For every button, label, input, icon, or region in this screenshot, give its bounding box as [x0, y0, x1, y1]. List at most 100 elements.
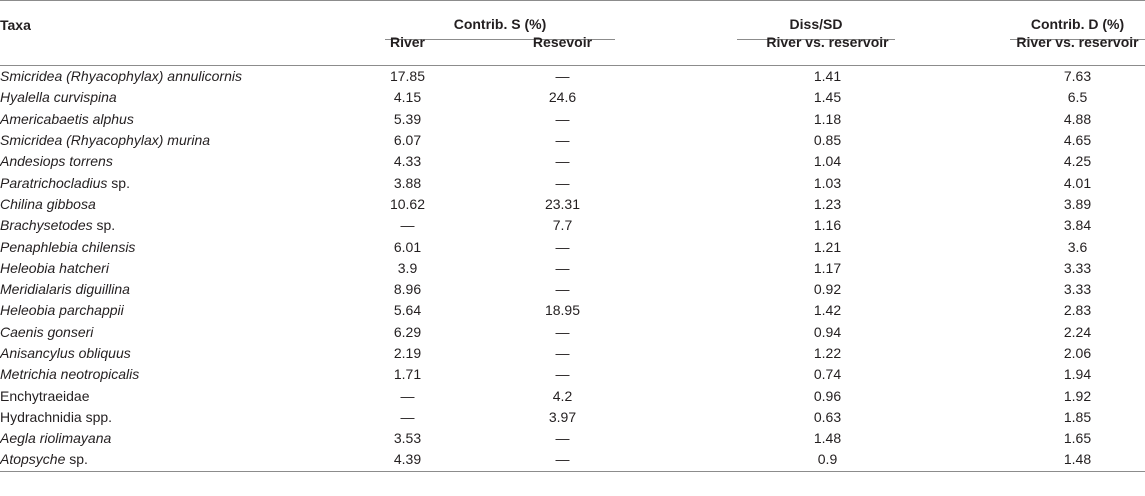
- taxa-contribution-table: Taxa Contrib. S (%) Diss/SD Contrib. D (…: [0, 0, 1145, 472]
- taxon-name: Metrichia neotropicalis: [0, 366, 140, 383]
- table-row: Hydrachnidia spp. — 3.97 0.63 1.85: [0, 407, 1145, 428]
- table-row: Heleobia hatcheri 3.9 — 1.17 3.33: [0, 258, 1145, 279]
- contrib-d-value: 2.24: [1063, 323, 1092, 340]
- resevoir-value: 4.2: [552, 387, 573, 404]
- diss-sd-value: 1.17: [813, 259, 842, 276]
- river-value: —: [400, 387, 415, 404]
- taxon-cell: Brachysetodes sp.: [0, 215, 345, 236]
- taxon-cell: Anisancylus obliquus: [0, 343, 345, 364]
- contrib-d-value: 2.06: [1063, 345, 1092, 361]
- resevoir-value: —: [555, 323, 570, 340]
- taxon-name: Chilina gibbosa: [0, 195, 96, 212]
- contrib-d-header: Contrib. D (%): [1010, 16, 1145, 40]
- river-value: 6.29: [393, 323, 422, 340]
- table-row: Brachysetodes sp. — 7.7 1.16 3.84: [0, 215, 1145, 236]
- contrib-s-header: Contrib. S (%): [385, 16, 615, 40]
- river-value: 5.39: [393, 110, 422, 127]
- taxon-name: Smicridea (Rhyacophylax) murina: [0, 132, 211, 149]
- river-value: —: [400, 408, 415, 425]
- diss-sd-value: 1.16: [813, 217, 842, 234]
- table-row: Smicridea (Rhyacophylax) murina 6.07 — 0.85…: [0, 130, 1145, 151]
- river-value: 4.33: [393, 153, 422, 170]
- taxon-suffix: sp.: [107, 174, 130, 191]
- taxon-cell: Hydrachnidia spp.: [0, 407, 345, 428]
- header-row-1: Taxa Contrib. S (%) Diss/SD Contrib. D (…: [0, 2, 1145, 40]
- resevoir-header: Resevoir: [532, 34, 593, 50]
- table-bottom-rule: [0, 470, 1145, 472]
- contrib-d-value: 4.65: [1063, 132, 1092, 149]
- resevoir-value: —: [555, 430, 570, 447]
- river-value: —: [400, 217, 415, 234]
- diss-sd-value: 1.21: [813, 238, 842, 255]
- table-row: Caenis gonseri 6.29 — 0.94 2.24: [0, 322, 1145, 343]
- taxon-name: Anisancylus obliquus: [0, 345, 131, 361]
- taxon-cell: Caenis gonseri: [0, 322, 345, 343]
- diss-sd-value: 0.96: [813, 387, 842, 404]
- river-value: 17.85: [389, 68, 426, 85]
- river-value: 3.9: [397, 259, 418, 276]
- contrib-d-value: 1.92: [1063, 387, 1092, 404]
- resevoir-value: —: [555, 68, 570, 85]
- resevoir-value: —: [555, 259, 570, 276]
- resevoir-value: —: [555, 110, 570, 127]
- contrib-d-value: 1.48: [1063, 451, 1092, 468]
- diss-sd-value: 1.03: [813, 174, 842, 191]
- contrib-d-value: 3.84: [1063, 217, 1092, 234]
- taxon-cell: Andesiops torrens: [0, 151, 345, 172]
- diss-sd-value: 1.41: [813, 68, 842, 85]
- diss-sd-value: 1.23: [813, 195, 842, 212]
- river-header: River: [389, 34, 426, 50]
- taxon-name: Aegla riolimayana: [0, 430, 112, 447]
- diss-sd-value: 1.22: [813, 345, 842, 361]
- resevoir-value: —: [555, 451, 570, 468]
- contrib-d-value: 3.6: [1067, 238, 1088, 255]
- resevoir-value: —: [555, 153, 570, 170]
- taxon-cell: Heleobia hatcheri: [0, 258, 345, 279]
- table-row: Chilina gibbosa 10.62 23.31 1.23 3.89: [0, 194, 1145, 215]
- table-row: Anisancylus obliquus 2.19 — 1.22 2.06: [0, 343, 1145, 364]
- resevoir-value: —: [555, 366, 570, 383]
- river-value: 4.15: [393, 89, 422, 106]
- resevoir-value: —: [555, 238, 570, 255]
- resevoir-value: —: [555, 345, 570, 361]
- taxon-cell: Chilina gibbosa: [0, 194, 345, 215]
- taxon-suffix: Hydrachnidia spp.: [0, 408, 113, 425]
- resevoir-value: 3.97: [548, 408, 577, 425]
- taxon-name: Atopsyche: [0, 451, 66, 468]
- contrib-d-value: 4.25: [1063, 153, 1092, 170]
- contrib-d-value: 7.63: [1063, 68, 1092, 85]
- contrib-d-value: 4.88: [1063, 110, 1092, 127]
- taxon-cell: Hyalella curvispina: [0, 87, 345, 108]
- diss-sd-value: 0.92: [813, 281, 842, 298]
- table-row: Metrichia neotropicalis 1.71 — 0.74 1.94: [0, 364, 1145, 385]
- contrib-d-value: 3.33: [1063, 281, 1092, 298]
- diss-sd-value: 0.94: [813, 323, 842, 340]
- diss-sd-header: Diss/SD: [737, 16, 895, 40]
- contrib-d-subheader: River vs. reservoir: [1016, 34, 1139, 50]
- resevoir-value: —: [555, 174, 570, 191]
- table-row: Smicridea (Rhyacophylax) annulicornis 17.…: [0, 66, 1145, 87]
- diss-sd-value: 0.63: [813, 408, 842, 425]
- taxon-cell: Smicridea (Rhyacophylax) annulicornis: [0, 66, 345, 87]
- header-rule: [0, 65, 1145, 66]
- table-row: Penaphlebia chilensis 6.01 — 1.21 3.6: [0, 236, 1145, 257]
- table-row: Paratrichocladius sp. 3.88 — 1.03 4.01: [0, 172, 1145, 193]
- contrib-d-value: 4.01: [1063, 174, 1092, 191]
- taxon-cell: Aegla riolimayana: [0, 428, 345, 449]
- taxon-name: Heleobia parchappii: [0, 302, 124, 319]
- taxon-name: Heleobia hatcheri: [0, 259, 109, 276]
- taxon-suffix: sp.: [65, 451, 88, 468]
- taxon-name: Hyalella curvispina: [0, 89, 117, 106]
- taxon-name: Meridialaris diguillina: [0, 281, 130, 298]
- taxon-cell: Meridialaris diguillina: [0, 279, 345, 300]
- taxa-header: Taxa: [0, 17, 31, 33]
- taxon-cell: Smicridea (Rhyacophylax) murina: [0, 130, 345, 151]
- table-top-rule: [0, 0, 1145, 2]
- taxon-cell: Heleobia parchappii: [0, 300, 345, 321]
- taxon-name: Paratrichocladius: [0, 174, 108, 191]
- taxon-suffix: Enchytraeidae: [0, 387, 90, 404]
- river-value: 6.01: [393, 238, 422, 255]
- contrib-d-value: 1.94: [1063, 366, 1092, 383]
- table-row: Enchytraeidae — 4.2 0.96 1.92: [0, 385, 1145, 406]
- taxon-name: Americabaetis alphus: [0, 110, 134, 127]
